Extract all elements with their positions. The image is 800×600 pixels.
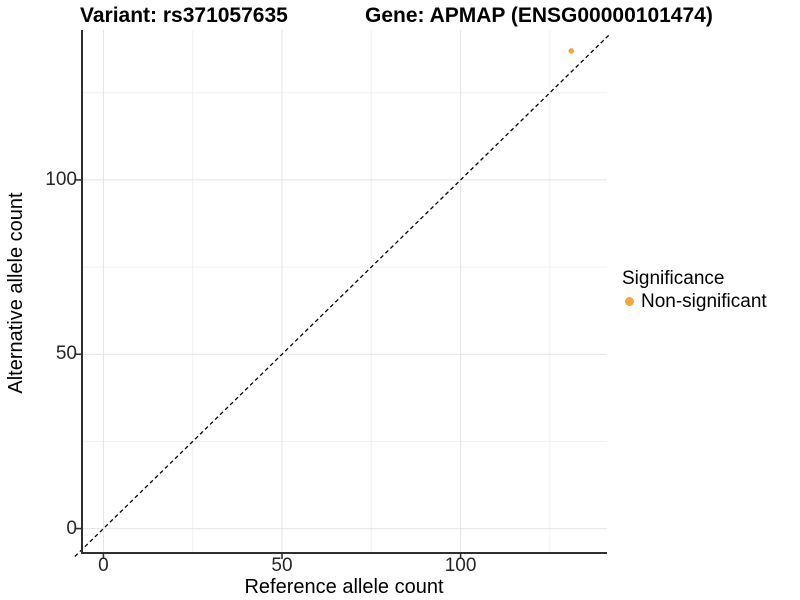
x-tick-label: 100 xyxy=(444,555,477,576)
identity-line xyxy=(74,33,612,557)
legend: Significance Non-significant xyxy=(620,268,767,312)
y-tick-label: 0 xyxy=(66,517,77,539)
gene-title: Gene: APMAP (ENSG00000101474) xyxy=(365,4,713,27)
x-tick-label: 0 xyxy=(98,555,109,576)
y-tick-label: 100 xyxy=(45,168,77,190)
variant-title: Variant: rs371057635 xyxy=(80,4,288,27)
legend-title: Significance xyxy=(622,268,725,289)
y-axis-label: Alternative allele count xyxy=(5,192,27,394)
data-point xyxy=(568,48,575,54)
x-axis-label: Reference allele count xyxy=(244,576,444,598)
y-tick-label: 50 xyxy=(55,343,77,365)
legend-item: Non-significant xyxy=(620,291,767,312)
legend-point-icon xyxy=(625,297,634,306)
x-tick-label: 50 xyxy=(271,555,293,576)
legend-item-label: Non-significant xyxy=(641,291,767,312)
